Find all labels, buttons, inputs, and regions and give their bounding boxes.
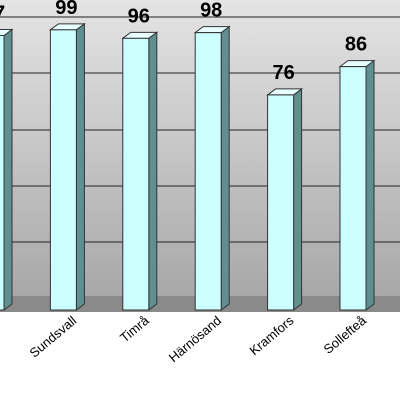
bar-side: [293, 87, 303, 311]
data-label: 98: [200, 0, 222, 22]
data-label: 96: [128, 5, 150, 27]
bar: [0, 34, 5, 311]
bar: [122, 37, 150, 311]
bar-side: [220, 25, 230, 311]
x-tick-label: Kramfors: [246, 312, 296, 358]
bar-side: [75, 22, 85, 311]
x-tick-label: Timrå: [117, 312, 152, 345]
bar-side: [148, 31, 158, 311]
bar-top: [0, 28, 14, 36]
data-label: 99: [55, 0, 77, 19]
data-label: 76: [272, 62, 294, 84]
bar-side: [365, 59, 375, 311]
bar: [194, 32, 222, 311]
data-label: 97: [0, 2, 5, 24]
data-label: 86: [345, 34, 367, 56]
bar-side: [3, 28, 13, 311]
bar: [339, 66, 367, 311]
x-tick-label: Härnösand: [166, 313, 224, 365]
bar: [267, 94, 295, 311]
x-tick-label: Sollefteå: [321, 312, 370, 357]
x-tick-label: Sundsvall: [27, 313, 80, 361]
bar: [49, 29, 77, 311]
